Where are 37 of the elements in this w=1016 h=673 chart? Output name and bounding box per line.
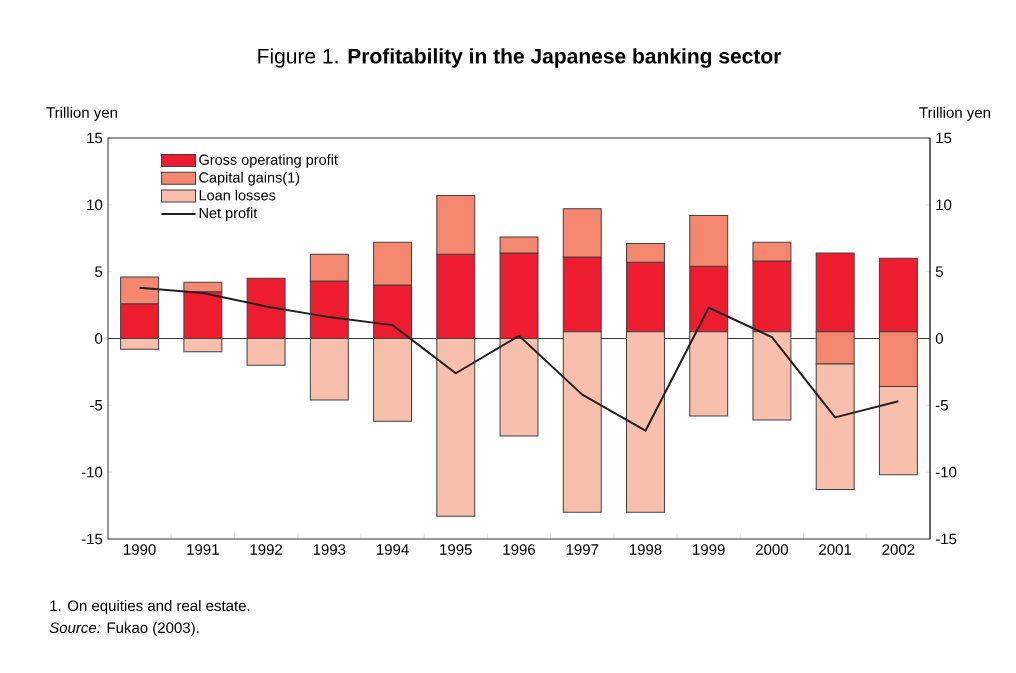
line-series bbox=[138, 286, 900, 432]
y-tick-label: -10 bbox=[81, 466, 103, 478]
x-tick-label: 1991 bbox=[187, 544, 219, 555]
y2-tick-label: -5 bbox=[935, 400, 948, 411]
text: 1. On equities and real estate. bbox=[50, 600, 250, 614]
legend-label: Gross operating profit bbox=[199, 154, 338, 168]
legend-label: Capital gains(1) bbox=[199, 171, 300, 186]
x-tick-label: 1998 bbox=[629, 544, 662, 555]
x-tick-label: 1999 bbox=[693, 544, 725, 555]
y2-tick-label: 0 bbox=[935, 333, 943, 344]
x-tick-label: 1992 bbox=[250, 544, 283, 555]
y-tick-label: -15 bbox=[81, 533, 103, 545]
x-tick-label: 1990 bbox=[124, 544, 156, 555]
y2-tick-label: 5 bbox=[935, 266, 943, 277]
y2-tick-label: 15 bbox=[936, 132, 952, 144]
x-tick-label: 2002 bbox=[882, 544, 915, 555]
y2-tick-label: -15 bbox=[935, 533, 957, 545]
x-tick-label: 1996 bbox=[503, 544, 536, 555]
x-tick-label: 1995 bbox=[440, 544, 472, 555]
y-tick-label: -5 bbox=[90, 400, 103, 411]
text: Source: Fukao (2003). bbox=[49, 622, 199, 636]
y-tick-label: 10 bbox=[87, 199, 103, 211]
legend-label: Net profit bbox=[199, 207, 258, 222]
x-tick-label: 2000 bbox=[756, 544, 789, 555]
x-tick-label: 2001 bbox=[819, 544, 852, 555]
y2-axis-title: Trillion yen bbox=[919, 106, 991, 121]
y-axis-title: Trillion yen bbox=[46, 106, 117, 121]
y-tick-label: 0 bbox=[95, 333, 103, 344]
x-tick-label: 1994 bbox=[377, 544, 409, 555]
y2-tick-label: 10 bbox=[936, 199, 952, 211]
x-tick-label: 1993 bbox=[313, 544, 346, 555]
y2-tick-label: -10 bbox=[935, 466, 957, 478]
y-tick-label: 5 bbox=[95, 266, 103, 277]
legend-label: Loan losses bbox=[199, 189, 276, 201]
chart-title: Figure 1. Profitability in the Japanese banking sector bbox=[258, 48, 782, 68]
y-tick-label: 15 bbox=[87, 132, 103, 144]
x-tick-label: 1997 bbox=[566, 544, 599, 555]
